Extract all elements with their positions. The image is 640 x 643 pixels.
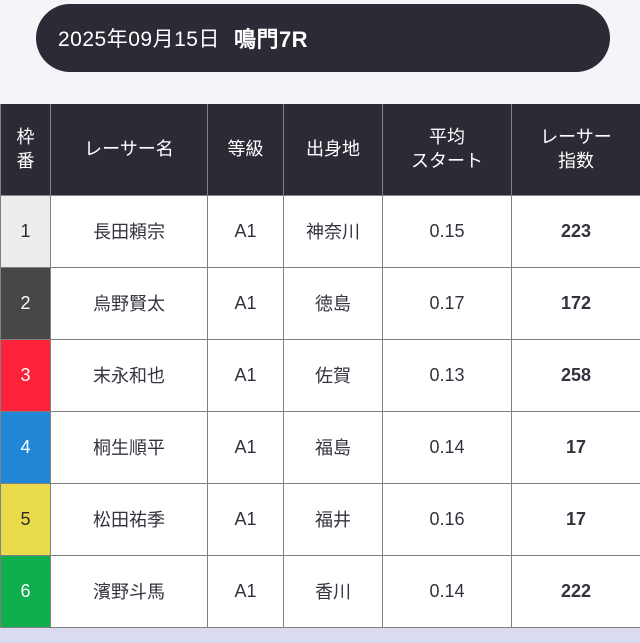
avg-start-cell: 0.14 [382,554,512,628]
racer-name-cell: 長田頼宗 [50,194,208,268]
grade-cell: A1 [207,194,284,268]
race-title-bar: 2025年09月15日 鳴門7R [36,4,610,72]
origin-cell: 徳島 [283,266,383,340]
column-header-racer-name: レーサー名 [50,104,208,196]
column-header-grade: 等級 [207,104,284,196]
race-date: 2025年09月15日 [58,28,220,51]
racer-table-header: 枠 番 レーサー名 等級 出身地 平均 スタート レーサー 指数 [0,104,640,196]
table-row: 1 長田頼宗 A1 神奈川 0.15 223 [0,194,640,268]
table-row: 4 桐生順平 A1 福島 0.14 17 [0,410,640,484]
racer-index-cell: 258 [511,338,640,412]
column-header-racer-index: レーサー 指数 [511,104,640,196]
frame-number-cell: 6 [0,554,51,628]
racer-index-cell: 172 [511,266,640,340]
racer-name-cell: 烏野賢太 [50,266,208,340]
frame-number-cell: 3 [0,338,51,412]
grade-cell: A1 [207,338,284,412]
frame-number-cell: 4 [0,410,51,484]
table-row: 2 烏野賢太 A1 徳島 0.17 172 [0,266,640,340]
column-header-origin: 出身地 [283,104,383,196]
frame-number-cell: 2 [0,266,51,340]
origin-cell: 福井 [283,482,383,556]
frame-number-cell: 1 [0,194,51,268]
column-header-frame: 枠 番 [0,104,51,196]
grade-cell: A1 [207,482,284,556]
table-row: 3 末永和也 A1 佐賀 0.13 258 [0,338,640,412]
racer-index-cell: 222 [511,554,640,628]
grade-cell: A1 [207,554,284,628]
origin-cell: 佐賀 [283,338,383,412]
table-row: 6 濱野斗馬 A1 香川 0.14 222 [0,554,640,628]
origin-cell: 香川 [283,554,383,628]
racer-table: 枠 番 レーサー名 等級 出身地 平均 スタート レーサー 指数 1 長田頼宗 … [0,104,640,628]
avg-start-cell: 0.16 [382,482,512,556]
frame-number-cell: 5 [0,482,51,556]
racer-table-body: 1 長田頼宗 A1 神奈川 0.15 223 2 烏野賢太 A1 徳島 0.17… [0,194,640,628]
origin-cell: 神奈川 [283,194,383,268]
racer-name-cell: 松田祐季 [50,482,208,556]
column-header-avg-start: 平均 スタート [382,104,512,196]
avg-start-cell: 0.14 [382,410,512,484]
racer-index-cell: 17 [511,410,640,484]
racer-index-cell: 17 [511,482,640,556]
racer-name-cell: 末永和也 [50,338,208,412]
header-row: 枠 番 レーサー名 等級 出身地 平均 スタート レーサー 指数 [0,104,640,196]
grade-cell: A1 [207,410,284,484]
table-row: 5 松田祐季 A1 福井 0.16 17 [0,482,640,556]
page-header-area: 2025年09月15日 鳴門7R [0,0,640,104]
race-name: 鳴門7R [233,27,309,52]
avg-start-cell: 0.15 [382,194,512,268]
origin-cell: 福島 [283,410,383,484]
avg-start-cell: 0.17 [382,266,512,340]
racer-index-cell: 223 [511,194,640,268]
grade-cell: A1 [207,266,284,340]
avg-start-cell: 0.13 [382,338,512,412]
racer-name-cell: 濱野斗馬 [50,554,208,628]
racer-name-cell: 桐生順平 [50,410,208,484]
